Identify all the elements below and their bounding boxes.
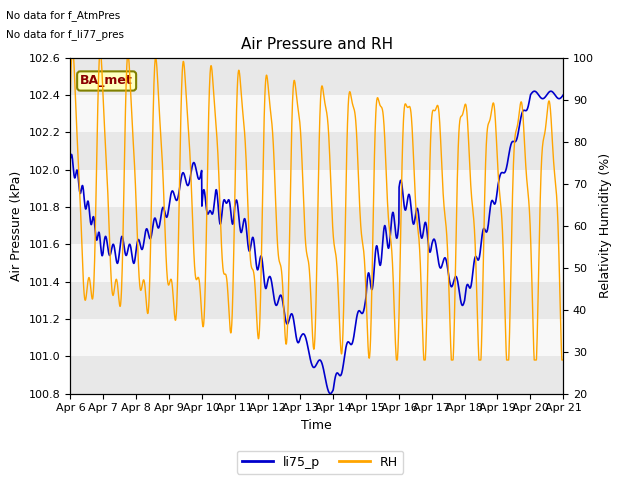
Bar bbox=[70, 207, 563, 244]
Bar bbox=[70, 282, 563, 319]
Bar bbox=[70, 95, 563, 132]
Bar bbox=[70, 169, 563, 207]
Y-axis label: Relativity Humidity (%): Relativity Humidity (%) bbox=[600, 153, 612, 298]
Legend: li75_p, RH: li75_p, RH bbox=[237, 451, 403, 474]
Bar bbox=[70, 132, 563, 169]
Bar bbox=[70, 244, 563, 282]
X-axis label: Time: Time bbox=[301, 419, 332, 432]
Text: No data for f_AtmPres: No data for f_AtmPres bbox=[6, 10, 121, 21]
Bar bbox=[70, 319, 563, 356]
Y-axis label: Air Pressure (kPa): Air Pressure (kPa) bbox=[10, 170, 23, 281]
Text: No data for f_li77_pres: No data for f_li77_pres bbox=[6, 29, 124, 40]
Text: BA_met: BA_met bbox=[80, 74, 133, 87]
Title: Air Pressure and RH: Air Pressure and RH bbox=[241, 37, 393, 52]
Bar bbox=[70, 356, 563, 394]
Bar bbox=[70, 58, 563, 95]
